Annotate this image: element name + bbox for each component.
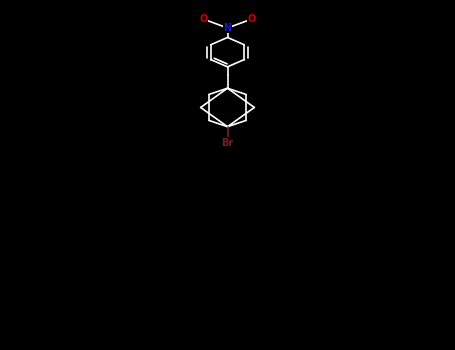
Text: O: O: [200, 14, 208, 24]
Text: Br: Br: [222, 138, 233, 148]
Text: O: O: [247, 14, 255, 24]
Text: N: N: [223, 23, 232, 33]
